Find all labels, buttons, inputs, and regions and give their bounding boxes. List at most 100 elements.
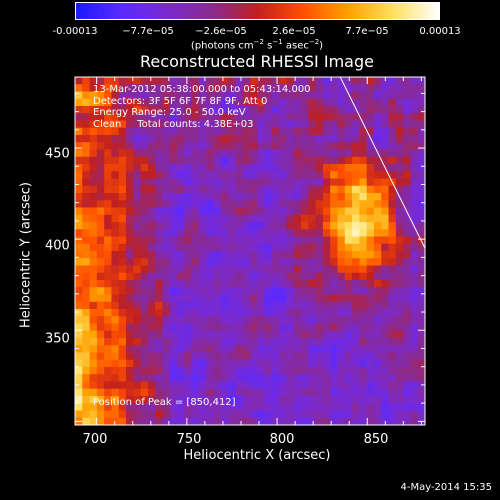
heatmap-cell	[395, 396, 404, 404]
heatmap-cell	[417, 214, 426, 223]
heatmap-cell	[242, 243, 251, 252]
heatmap-cell	[308, 200, 317, 208]
heatmap-cell	[140, 164, 149, 172]
heatmap-cell	[322, 388, 331, 397]
heatmap-cell	[96, 410, 105, 419]
heatmap-cell	[271, 410, 280, 419]
heatmap-cell	[279, 164, 287, 172]
heatmap-cell	[133, 178, 142, 187]
heatmap-cell	[155, 374, 163, 382]
heatmap-cell	[184, 359, 193, 368]
heatmap-cell	[147, 178, 156, 187]
heatmap-cell	[366, 251, 375, 259]
heatmap-cell	[111, 120, 120, 129]
heatmap-cell	[140, 142, 149, 150]
y-tick-label: 450	[45, 146, 70, 162]
heatmap-cell	[388, 106, 397, 114]
heatmap-cell	[162, 142, 171, 150]
heatmap-cell	[75, 338, 83, 346]
heatmap-cell	[126, 374, 134, 382]
heatmap-cell	[75, 323, 83, 332]
heatmap-cell	[395, 229, 404, 237]
heatmap-cell	[169, 410, 178, 419]
heatmap-cell	[395, 149, 404, 158]
heatmap-cell	[322, 243, 331, 252]
heatmap-cell	[337, 345, 346, 353]
heatmap-cell	[133, 243, 142, 252]
heatmap-cell	[220, 200, 229, 208]
heatmap-cell	[344, 84, 353, 92]
heatmap-cell	[82, 330, 91, 339]
heatmap-cell	[403, 258, 411, 266]
heatmap-cell	[373, 301, 382, 310]
heatmap-cell	[126, 367, 134, 375]
heatmap-cell	[344, 374, 353, 382]
heatmap-cell	[155, 396, 163, 404]
heatmap-cell	[220, 156, 229, 165]
heatmap-cell	[271, 316, 280, 324]
heatmap-cell	[75, 345, 83, 353]
heatmap-cell	[264, 193, 273, 201]
heatmap-cell	[293, 243, 302, 252]
heatmap-cell	[388, 359, 397, 368]
heatmap-cell	[293, 316, 302, 324]
heatmap-cell	[242, 171, 251, 179]
heatmap-cell	[184, 287, 193, 295]
heatmap-cell	[250, 316, 258, 324]
heatmap-cell	[111, 280, 120, 288]
heatmap-cell	[191, 359, 200, 368]
heatmap-cell	[388, 403, 397, 411]
heatmap-cell	[242, 258, 251, 266]
heatmap-cell	[184, 316, 193, 324]
heatmap-cell	[82, 185, 91, 194]
heatmap-cell	[279, 77, 287, 85]
heatmap-cell	[126, 287, 134, 295]
heatmap-cell	[250, 287, 258, 295]
heatmap-cell	[366, 91, 375, 100]
heatmap-cell	[235, 243, 244, 252]
heatmap-cell	[337, 178, 346, 187]
heatmap-cell	[279, 135, 287, 143]
heatmap-cell	[257, 287, 266, 295]
heatmap-cell	[133, 258, 142, 266]
heatmap-cell	[373, 185, 382, 194]
heatmap-cell	[352, 178, 360, 187]
heatmap-cell	[96, 258, 105, 266]
info-time-range: 13-Mar-2012 05:38:00.000 to 05:43:14.000	[93, 84, 311, 95]
heatmap-cell	[373, 113, 382, 121]
heatmap-cell	[118, 106, 127, 114]
heatmap-cell	[403, 91, 411, 100]
heatmap-cell	[228, 120, 236, 129]
heatmap-cell	[213, 403, 222, 411]
heatmap-cell	[308, 280, 317, 288]
heatmap-cell	[330, 135, 338, 143]
heatmap-cell	[111, 265, 120, 274]
heatmap-cell	[111, 338, 120, 346]
heatmap-cell	[366, 309, 375, 317]
heatmap-cell	[264, 388, 273, 397]
heatmap-cell	[111, 207, 120, 216]
heatmap-cell	[184, 229, 193, 237]
heatmap-cell	[403, 106, 411, 114]
heatmap-cell	[330, 287, 338, 295]
heatmap-cell	[279, 236, 287, 245]
heatmap-cell	[352, 84, 360, 92]
heatmap-cell	[89, 222, 98, 230]
heatmap-cell	[213, 316, 222, 324]
heatmap-cell	[257, 388, 266, 397]
heatmap-cell	[213, 91, 222, 100]
heatmap-cell	[344, 352, 353, 361]
heatmap-cell	[191, 352, 200, 361]
heatmap-cell	[250, 280, 258, 288]
heatmap-cell	[147, 156, 156, 165]
heatmap-cell	[344, 135, 353, 143]
heatmap-cell	[373, 323, 382, 332]
heatmap-cell	[344, 272, 353, 281]
heatmap-cell	[301, 309, 309, 317]
heatmap-cell	[169, 207, 178, 216]
heatmap-cell	[162, 381, 171, 390]
heatmap-cell	[388, 374, 397, 382]
timestamp: 4-May-2014 15:35	[400, 482, 492, 493]
heatmap-cell	[286, 417, 295, 426]
heatmap-cell	[220, 417, 229, 426]
